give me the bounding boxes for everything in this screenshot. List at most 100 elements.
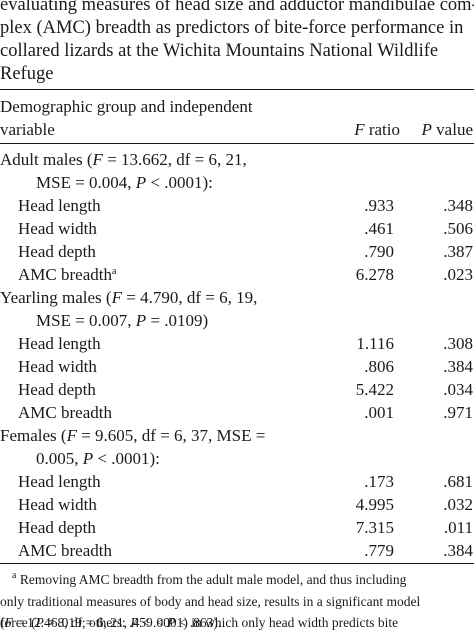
table-row: AMC breadtha 6.278 .023 bbox=[0, 263, 474, 286]
group-title-text: MSE = 0.004, P < .0001): bbox=[36, 171, 213, 194]
text: Females ( bbox=[0, 426, 67, 445]
f-ratio-cell: .461 bbox=[364, 219, 394, 238]
table-bottom-rule bbox=[0, 563, 474, 564]
text: < .0001) in which only head width predic… bbox=[138, 615, 399, 630]
f-ratio-cell: .001 bbox=[364, 403, 394, 422]
table-row: AMC breadth .001 .971 bbox=[0, 401, 474, 424]
text: Adult males ( bbox=[0, 150, 93, 169]
column-header-line: Demographic group and independent bbox=[0, 97, 253, 116]
text: < .0001): bbox=[146, 173, 213, 192]
group-title-text: 0.005, P < .0001): bbox=[36, 447, 160, 470]
variable-cell: AMC breadth bbox=[18, 403, 112, 422]
variable-cell: AMC breadth bbox=[18, 541, 112, 560]
f-ratio-cell: .806 bbox=[364, 357, 394, 376]
p-value-cell: .971 bbox=[443, 403, 473, 422]
text: (P = .019; others: .459 < P < .863). bbox=[31, 615, 222, 630]
f-symbol: F bbox=[4, 615, 13, 630]
table-row: Head length .173 .681 bbox=[0, 470, 474, 493]
f-symbol: F bbox=[111, 288, 122, 307]
table-row: Head depth 5.422 .034 bbox=[0, 378, 474, 401]
variable-cell: Head width bbox=[18, 357, 97, 376]
column-header-variable: Demographic group and independent variab… bbox=[0, 95, 253, 141]
f-ratio-cell: .173 bbox=[364, 472, 394, 491]
p-value-cell: .023 bbox=[443, 265, 473, 284]
footnote-line-4: force bbox=[0, 612, 474, 634]
p-suffix: value bbox=[431, 120, 473, 139]
f-symbol: F bbox=[354, 120, 365, 139]
f-ratio-cell: 4.995 bbox=[355, 495, 394, 514]
header-rule bbox=[0, 143, 474, 144]
caption-line: Refuge bbox=[0, 64, 54, 84]
group-title-text: MSE = 0.007, P = .0109) bbox=[36, 309, 208, 332]
footnote-marker: a bbox=[12, 570, 17, 581]
table-footnote: a Removing AMC breadth from the adult ma… bbox=[0, 569, 474, 634]
p-value-cell: .681 bbox=[443, 472, 473, 491]
f-ratio-cell: 5.422 bbox=[355, 380, 394, 399]
f-ratio-cell: .779 bbox=[364, 541, 394, 560]
p-value-cell: .032 bbox=[443, 495, 473, 514]
group-title-adult-males-cont: MSE = 0.004, P < .0001): bbox=[0, 171, 474, 194]
text: = 12.468, df = 6, 21, bbox=[12, 615, 131, 630]
p-value-cell: .384 bbox=[443, 357, 473, 376]
table-caption: evaluating measures of head size and add… bbox=[0, 0, 474, 86]
p-symbol: P bbox=[135, 173, 147, 192]
p-value-cell: .387 bbox=[443, 242, 473, 261]
caption-line: collared lizards at the Wichita Mountain… bbox=[0, 41, 439, 61]
footnote-line-5: force (P = .019; others: .459 < P < .863… bbox=[0, 612, 474, 634]
text: 0.005, bbox=[36, 449, 83, 468]
variable-cell: Head depth bbox=[18, 518, 96, 537]
f-symbol: F bbox=[92, 150, 103, 169]
p-value-cell: .506 bbox=[443, 219, 473, 238]
table-row: Head width 4.995 .032 bbox=[0, 493, 474, 516]
p-value-cell: .348 bbox=[443, 196, 473, 215]
group-title-females-cont: 0.005, P < .0001): bbox=[0, 447, 474, 470]
footnote-line: (F = 12.468, df = 6, 21, P < .0001) in w… bbox=[0, 612, 474, 634]
f-ratio-cell: .790 bbox=[364, 242, 394, 261]
group-title-yearling-males: Yearling males (F = 4.790, df = 6, 19, bbox=[0, 286, 474, 309]
column-header-f-ratio: F ratio bbox=[354, 118, 400, 141]
footnote-line: only traditional measures of body and he… bbox=[0, 593, 421, 609]
f-suffix: ratio bbox=[364, 120, 400, 139]
text: < .0001): bbox=[93, 449, 160, 468]
variable-cell: Head depth bbox=[18, 380, 96, 399]
f-ratio-cell: 1.116 bbox=[356, 334, 394, 353]
variable-cell: AMC breadtha bbox=[18, 263, 116, 286]
f-symbol: F bbox=[66, 426, 77, 445]
p-symbol: P bbox=[421, 120, 432, 139]
column-header-p-value: P value bbox=[422, 118, 473, 141]
variable-cell: Head width bbox=[18, 495, 97, 514]
p-value-cell: .384 bbox=[443, 541, 473, 560]
caption-line: plex (AMC) breadth as predictors of bite… bbox=[0, 18, 464, 38]
text: MSE = 0.004, bbox=[36, 173, 136, 192]
table-row: Head length .933 .348 bbox=[0, 194, 474, 217]
table-top-rule bbox=[0, 89, 474, 90]
group-title-text: Yearling males (F = 4.790, df = 6, 19, bbox=[0, 286, 257, 309]
group-title-text: Adult males (F = 13.662, df = 6, 21, bbox=[0, 148, 247, 171]
footnote-line: a Removing AMC breadth from the adult ma… bbox=[0, 569, 474, 591]
f-ratio-cell: 6.278 bbox=[355, 265, 394, 284]
p-value-cell: .308 bbox=[443, 334, 473, 353]
f-ratio-cell: 7.315 bbox=[355, 518, 394, 537]
table-row: Head width .461 .506 bbox=[0, 217, 474, 240]
variable-cell: Head depth bbox=[18, 242, 96, 261]
table-row: Head depth .790 .387 bbox=[0, 240, 474, 263]
p-value-cell: .011 bbox=[443, 518, 473, 537]
variable-cell: Head width bbox=[18, 219, 97, 238]
p-symbol: P bbox=[135, 311, 147, 330]
text: force bbox=[0, 615, 28, 630]
text: = 13.662, df = 6, 21, bbox=[102, 150, 247, 169]
group-title-yearling-males-cont: MSE = 0.007, P = .0109) bbox=[0, 309, 474, 332]
text: = .0109) bbox=[146, 311, 209, 330]
text: Removing AMC breadth from the adult male… bbox=[16, 572, 407, 587]
table-row: Head depth 7.315 .011 bbox=[0, 516, 474, 539]
p-value-cell: .034 bbox=[443, 380, 473, 399]
f-ratio-cell: .933 bbox=[364, 196, 394, 215]
text: = 9.605, df = 6, 37, MSE = bbox=[76, 426, 266, 445]
column-header-line: variable bbox=[0, 120, 55, 139]
text: ( bbox=[0, 615, 5, 630]
text: MSE = 0.007, bbox=[36, 311, 136, 330]
caption-line: evaluating measures of head size and add… bbox=[0, 0, 474, 15]
variable-cell: Head length bbox=[18, 334, 101, 353]
variable-cell: Head length bbox=[18, 472, 101, 491]
text: AMC breadth bbox=[18, 265, 112, 284]
